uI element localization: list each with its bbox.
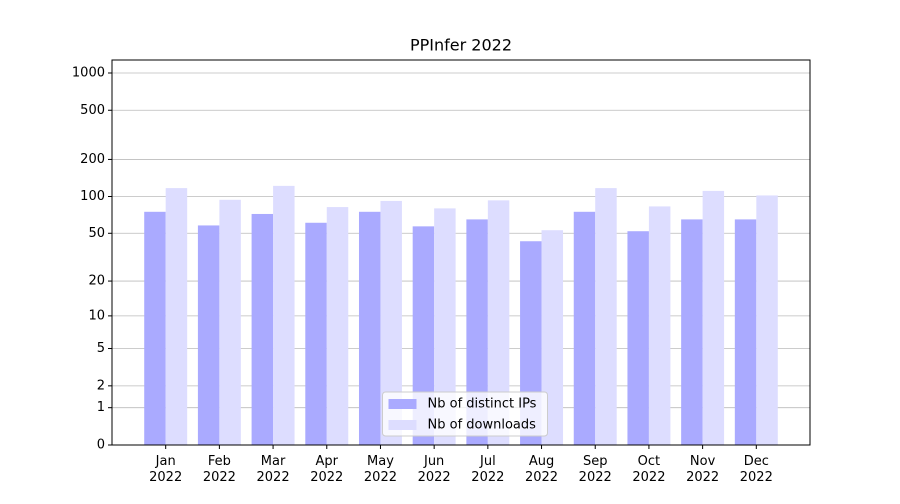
x-tick-label-line: Dec [744, 454, 769, 469]
x-tick-label-line: 2022 [149, 470, 182, 485]
x-tick-label-line: 2022 [203, 470, 236, 485]
y-tick-label: 200 [80, 152, 105, 167]
plot-frame [111, 59, 811, 446]
bar [251, 213, 274, 445]
legend-swatch [388, 420, 417, 430]
x-tick-label-line: Oct [638, 454, 660, 469]
bar [541, 230, 564, 445]
bar [326, 207, 349, 445]
x-tick-label-line: 2022 [579, 470, 612, 485]
x-tick-label-line: Feb [208, 454, 231, 469]
y-tick-label: 5 [97, 341, 105, 356]
y-tick-label: 100 [80, 189, 105, 204]
legend-label: Nb of distinct IPs [428, 397, 537, 412]
x-tick-label-line: 2022 [686, 470, 719, 485]
y-tick-label: 50 [88, 226, 105, 241]
x-tick-label-line: 2022 [364, 470, 397, 485]
x-tick-label: Aug 2022 [525, 454, 558, 485]
bar [380, 200, 402, 445]
bar [273, 185, 295, 445]
bar [627, 231, 649, 445]
chart-title: PPInfer 2022 [410, 36, 512, 55]
y-tick-label: 20 [88, 274, 105, 289]
x-tick-label: Apr 2022 [310, 454, 343, 485]
bar [595, 188, 617, 445]
bar [573, 211, 596, 445]
x-tick-label-line: Sep [583, 454, 608, 469]
x-tick-label-line: 2022 [310, 470, 343, 485]
bar [197, 225, 220, 445]
bar [681, 219, 703, 445]
x-tick-label: May 2022 [364, 454, 397, 485]
bar [734, 219, 757, 445]
x-tick-label: Mar 2022 [257, 454, 290, 485]
bar [358, 211, 381, 445]
y-tick-label: 2 [97, 378, 105, 393]
x-tick-label-line: Jan [155, 454, 176, 469]
bar [144, 211, 166, 445]
x-tick-label-line: Nov [690, 454, 716, 469]
x-tick-label: Feb 2022 [203, 454, 236, 485]
bar [434, 208, 456, 445]
x-tick-label-line: Jun [423, 454, 444, 469]
legend-swatch [388, 399, 417, 409]
x-tick-label: Jun 2022 [418, 454, 451, 485]
y-tick-label: 1 [97, 400, 105, 415]
x-tick-label: Oct 2022 [632, 454, 665, 485]
x-tick-label-line: Jul [479, 454, 496, 469]
x-tick-label: Nov 2022 [686, 454, 719, 485]
bar [648, 206, 671, 445]
x-tick-label-line: 2022 [418, 470, 451, 485]
bar [412, 226, 435, 445]
bar [466, 219, 488, 445]
x-tick-label: Jan 2022 [149, 454, 182, 485]
x-tick-label-line: 2022 [471, 470, 504, 485]
x-tick-label: Jul 2022 [471, 454, 504, 485]
y-tick-label: 0 [97, 438, 105, 453]
y-tick-label: 500 [80, 103, 105, 118]
legend-box [382, 391, 548, 437]
x-tick-label-line: Mar [261, 454, 286, 469]
bar [219, 199, 241, 445]
x-tick-label-line: May [367, 454, 394, 469]
x-tick-label-line: Apr [316, 454, 339, 469]
x-tick-label-line: 2022 [525, 470, 558, 485]
x-tick-label-line: 2022 [632, 470, 665, 485]
x-tick-label-line: 2022 [257, 470, 290, 485]
x-tick-label-line: Aug [529, 454, 554, 469]
x-tick-label: Dec 2022 [740, 454, 773, 485]
legend-label: Nb of downloads [428, 418, 537, 433]
x-tick-label-line: 2022 [740, 470, 773, 485]
y-tick-label: 1000 [72, 65, 105, 80]
bar [487, 200, 510, 445]
x-tick-label: Sep 2022 [579, 454, 612, 485]
bar [305, 222, 327, 445]
y-tick-label: 10 [88, 308, 105, 323]
bar [756, 195, 778, 445]
bar [702, 190, 725, 445]
bar [165, 188, 188, 445]
